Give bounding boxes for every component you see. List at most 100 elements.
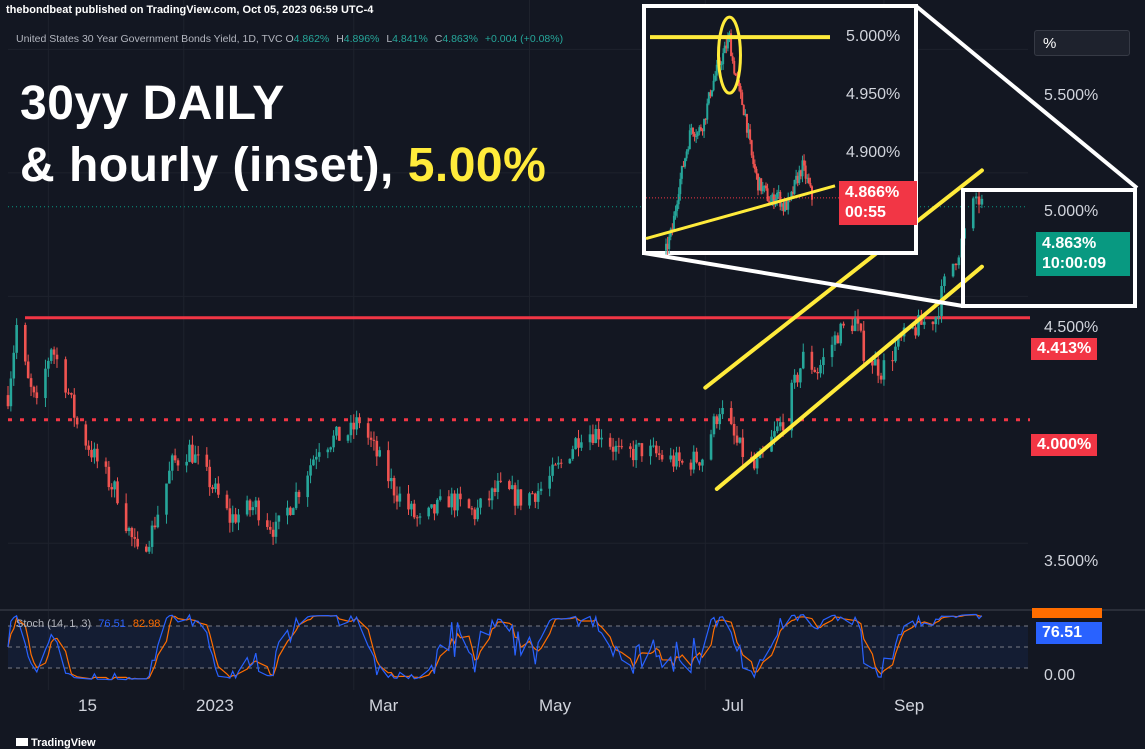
zoom-connector-bottom — [643, 251, 964, 308]
inset-candle-body — [730, 33, 733, 57]
candle-body — [528, 493, 531, 506]
candle-body — [72, 394, 76, 418]
candle-body — [225, 494, 229, 509]
zoom-region-box — [961, 188, 1137, 308]
low-label: L — [386, 33, 393, 45]
inset-candle-body — [752, 155, 755, 165]
inset-candle-body — [722, 53, 725, 65]
inset-candle-body — [704, 118, 707, 120]
candle-body — [170, 455, 174, 471]
low-value: 4.841% — [392, 33, 428, 45]
candle-body — [695, 451, 698, 463]
candle-body — [830, 344, 834, 358]
candle-body — [819, 365, 822, 374]
level-badge-4413: 4.413% — [1031, 338, 1098, 360]
candle-body — [312, 459, 315, 466]
candle-body — [689, 462, 693, 470]
candle-body — [136, 538, 139, 547]
candle-body — [718, 414, 721, 425]
candle-body — [248, 500, 252, 511]
candle-body — [64, 359, 67, 393]
symbol-legend[interactable]: United States 30 Year Government Bonds Y… — [16, 33, 567, 45]
candle-body — [773, 431, 776, 437]
candle-body — [513, 485, 517, 506]
stoch-k-line — [7, 613, 983, 681]
candle-body — [352, 422, 356, 430]
candle-body — [44, 368, 47, 399]
inset-candle-body — [682, 166, 685, 168]
candle-body — [398, 493, 402, 502]
inset-candle-body — [764, 185, 767, 189]
inset-candle-body — [776, 192, 779, 199]
inset-candle-body — [688, 130, 691, 150]
inset-candle-body — [787, 197, 790, 210]
candle-body — [329, 447, 333, 450]
candle-body — [9, 378, 13, 407]
candle-body — [611, 446, 615, 452]
candle-body — [176, 460, 180, 466]
candle-body — [568, 458, 572, 464]
inset-candle-body — [733, 60, 736, 74]
last-price-badge: 4.863% 10:00:09 — [1036, 232, 1130, 276]
inset-candle-body — [761, 186, 764, 192]
inset-candle-body — [701, 129, 704, 132]
tradingview-logo[interactable]: TradingView — [16, 737, 96, 749]
change-value: +0.004 (+0.08%) — [484, 33, 564, 45]
candle-body — [551, 464, 554, 476]
open-label: O — [285, 33, 294, 45]
title-line-1: 30yy DAILY — [20, 77, 285, 130]
inset-candle-body — [803, 160, 806, 166]
inset-candle-body — [668, 236, 671, 249]
stoch-badge: 76.51 — [1036, 622, 1102, 644]
candle-body — [490, 488, 494, 501]
inset-candle-body — [725, 45, 728, 49]
inset-candle-body — [679, 178, 682, 195]
inset-candle-body — [750, 140, 753, 156]
candle-body — [479, 498, 482, 508]
candle-body — [459, 493, 462, 500]
candle-body — [378, 450, 381, 457]
candle-body — [228, 508, 232, 523]
candle-body — [214, 483, 217, 490]
candle-body — [951, 263, 955, 277]
inset-candle-body — [741, 92, 744, 105]
candle-body — [911, 327, 915, 329]
candle-body — [943, 276, 946, 287]
inset-candle-body — [784, 201, 787, 212]
candle-body — [193, 454, 197, 463]
inset-candle-body — [715, 64, 718, 76]
title-prefix: & hourly (inset), — [20, 139, 408, 192]
candle-body — [574, 438, 577, 450]
candle-body — [510, 485, 514, 489]
candle-body — [26, 361, 30, 379]
candle-body — [418, 516, 422, 518]
x-tick-jul: Jul — [722, 696, 744, 715]
inset-trend-line — [645, 184, 836, 241]
candle-body — [438, 496, 442, 500]
candle-body — [842, 323, 845, 326]
inset-candle-body — [745, 113, 748, 133]
candle-body — [678, 452, 681, 461]
scale-percent-button[interactable]: % — [1034, 30, 1130, 56]
candle-body — [577, 438, 580, 448]
inset-candle-body — [804, 165, 807, 179]
candle-body — [447, 496, 451, 508]
hourly-inset — [642, 4, 918, 258]
candle-body — [335, 426, 338, 436]
inset-price-value: 4.866% — [845, 184, 900, 201]
candle-body — [755, 458, 759, 469]
inset-candle-body — [795, 175, 798, 180]
candle-body — [732, 423, 736, 436]
channel-lower-line — [714, 264, 984, 491]
inset-candle-body — [769, 201, 772, 203]
stoch-k-value: 76.51 — [98, 618, 126, 630]
inset-y-tick-4900: 4.900% — [846, 144, 901, 161]
candle-body — [237, 514, 240, 523]
stoch-legend[interactable]: Stoch (14, 1, 3) 76.51 82.98 — [16, 618, 160, 630]
inset-candle-body — [798, 170, 801, 184]
candle-body — [306, 475, 309, 498]
inset-candle-body — [677, 194, 680, 205]
candle-body — [266, 520, 269, 527]
candle-body — [701, 459, 704, 466]
